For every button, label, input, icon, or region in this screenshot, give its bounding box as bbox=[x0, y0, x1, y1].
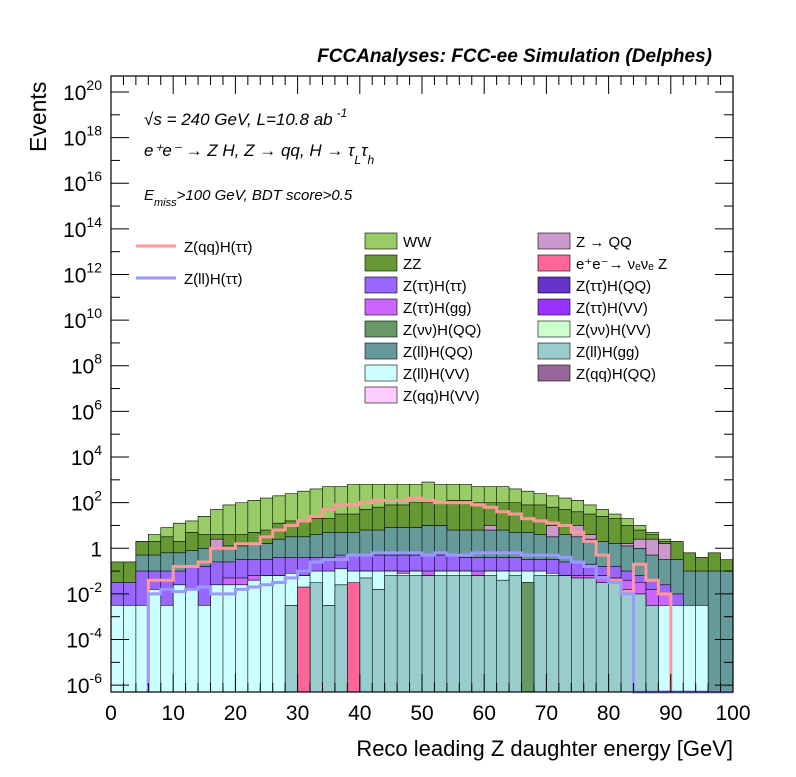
x-tick-label: 50 bbox=[410, 702, 433, 725]
process-sub-h: h bbox=[367, 153, 374, 167]
annotation-process: e⁺e⁻ → Z H, Z → qq, H → τLτh bbox=[144, 141, 374, 167]
y-axis-label: Events bbox=[25, 82, 51, 152]
legend-swatch bbox=[537, 342, 571, 360]
y-tick-label: 1020 bbox=[63, 77, 102, 105]
y-tick-label: 10-4 bbox=[66, 625, 102, 653]
legend-swatch bbox=[537, 276, 571, 294]
process-tau: τ bbox=[361, 141, 369, 160]
y-tick-label: 1 bbox=[90, 538, 102, 561]
y-axis: 10-6 10-4 10-2 1 102 104 106 108 1010 1012 1014 101… bbox=[63, 77, 733, 698]
lumi-exponent: -1 bbox=[337, 106, 348, 120]
svg-text:√s = 240 GeV, L=10.8 ab-1: √s = 240 GeV, L=10.8 ab -1 bbox=[144, 106, 347, 129]
x-tick-label: 10 bbox=[162, 702, 185, 725]
selection-text: >100 GeV, BDT score>0.5 bbox=[177, 187, 353, 204]
signal-histograms bbox=[146, 496, 733, 694]
legend-label: e⁺e⁻→ νₑνₑ Z bbox=[576, 256, 667, 273]
svg-text:Emiss>100 GeV, BDT score>0.5: Emiss>100 GeV, BDT score>0.5 bbox=[144, 187, 353, 209]
x-tick-label: 40 bbox=[348, 702, 371, 725]
legend-label: Z(qq)H(QQ) bbox=[576, 366, 656, 383]
y-tick-label: 108 bbox=[71, 351, 102, 379]
sqrt-s-symbol: √s bbox=[144, 110, 162, 129]
legend-label: Z(ll)H(VV) bbox=[403, 366, 470, 383]
selection-sub: miss bbox=[154, 197, 177, 209]
y-tick-label: 1014 bbox=[63, 214, 102, 242]
legend-label: ZZ bbox=[403, 256, 421, 273]
legend-label: Z(ττ)H(VV) bbox=[576, 300, 648, 317]
legend-label: Z(ll)H(QQ) bbox=[403, 344, 473, 361]
y-tick-label: 102 bbox=[71, 488, 102, 516]
x-tick-label: 20 bbox=[224, 702, 247, 725]
signal-z-ll-h- bbox=[146, 551, 733, 694]
y-tick-label: 104 bbox=[71, 442, 102, 470]
legend: Z(qq)H(ττ) Z(ll)H(ττ) WW Z → QQ ZZ e⁺e⁻→ νₑνₑ… bbox=[136, 232, 667, 405]
x-tick-label: 90 bbox=[659, 702, 682, 725]
x-axis-label: Reco leading Z daughter energy [GeV] bbox=[356, 736, 733, 761]
legend-swatch bbox=[537, 232, 571, 250]
process-text: e⁺e⁻ → Z H, Z → qq, H → τ bbox=[144, 141, 356, 160]
annotation-selection: Emiss>100 GeV, BDT score>0.5 bbox=[144, 187, 353, 209]
legend-label: Z(qq)H(ττ) bbox=[184, 239, 253, 256]
x-tick-label: 30 bbox=[286, 702, 309, 725]
legend-swatch bbox=[537, 320, 571, 338]
stacked-histograms bbox=[110, 481, 734, 693]
legend-swatch bbox=[364, 276, 398, 294]
legend-swatch bbox=[364, 254, 398, 272]
legend-swatch bbox=[537, 254, 571, 272]
legend-label: Z(ll)H(ττ) bbox=[184, 271, 243, 288]
x-axis: 0 10 20 30 40 50 60 70 80 90 100 bbox=[105, 76, 751, 725]
y-tick-label: 1010 bbox=[63, 305, 102, 333]
svg-text:e⁺e⁻ → Z H, Z → qq, H → τLτh: e⁺e⁻ → Z H, Z → qq, H → τLτh bbox=[144, 141, 374, 167]
legend-label: Z(νν)H(VV) bbox=[576, 322, 651, 339]
y-tick-label: 1016 bbox=[63, 168, 102, 196]
legend-label: Z(ττ)H(QQ) bbox=[576, 278, 651, 295]
chart-title: FCCAnalyses: FCC-ee Simulation (Delphes) bbox=[317, 46, 712, 67]
y-tick-label: 1012 bbox=[63, 259, 102, 287]
legend-swatch bbox=[364, 232, 398, 250]
legend-swatch bbox=[364, 298, 398, 316]
x-tick-label: 80 bbox=[597, 702, 620, 725]
legend-label: Z → QQ bbox=[576, 234, 632, 251]
stack-z-ll-h-gg- bbox=[284, 575, 659, 693]
energy-lumi-text: = 240 GeV, L=10.8 ab bbox=[162, 110, 333, 129]
x-tick-label: 60 bbox=[473, 702, 496, 725]
legend-label: WW bbox=[403, 234, 432, 251]
legend-label: Z(ττ)H(gg) bbox=[403, 300, 472, 317]
selection-e: E bbox=[144, 187, 155, 204]
process-sub-l: L bbox=[354, 153, 361, 167]
x-tick-label: 0 bbox=[105, 702, 117, 725]
legend-swatch bbox=[364, 342, 398, 360]
legend-swatch bbox=[364, 386, 398, 404]
y-tick-label: 10-6 bbox=[66, 670, 102, 698]
legend-swatch bbox=[364, 320, 398, 338]
stack-z-h-qq- bbox=[521, 582, 535, 693]
legend-label: Z(ll)H(gg) bbox=[576, 344, 639, 361]
legend-label: Z(ττ)H(ττ) bbox=[403, 278, 467, 295]
legend-swatch bbox=[537, 298, 571, 316]
x-tick-label: 70 bbox=[535, 702, 558, 725]
legend-label: Z(qq)H(VV) bbox=[403, 388, 480, 405]
legend-swatch bbox=[364, 364, 398, 382]
y-tick-label: 106 bbox=[71, 396, 102, 424]
annotation-energy-lumi: √s = 240 GeV, L=10.8 ab -1 bbox=[144, 106, 347, 129]
x-tick-label: 100 bbox=[715, 702, 750, 725]
y-tick-label: 10-2 bbox=[66, 579, 102, 607]
y-tick-label: 1018 bbox=[63, 123, 102, 151]
legend-swatch bbox=[537, 364, 571, 382]
legend-label: Z(νν)H(QQ) bbox=[403, 322, 481, 339]
